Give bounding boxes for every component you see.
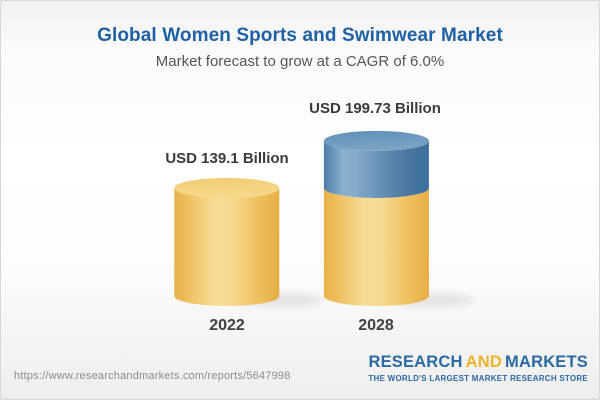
research-and-markets-logo: RESEARCH AND MARKETS THE WORLD'S LARGEST M…: [368, 353, 588, 383]
cylinder-cap-2022: [174, 177, 280, 198]
cylinder-segment-2028-yellow: [323, 187, 429, 306]
logo-word-research: RESEARCH: [368, 353, 463, 371]
logo-word-and: AND: [465, 353, 503, 371]
logo-tagline: THE WORLD'S LARGEST MARKET RESEARCH STOR…: [368, 374, 588, 383]
value-label-2028: USD 199.73 Billion: [309, 100, 441, 117]
cylinder-cap-2028: [323, 130, 429, 151]
cylinder-segment-2028-blue: [323, 140, 429, 198]
value-label-2022: USD 139.1 Billion: [165, 150, 289, 167]
report-url: https://www.researchandmarkets.com/repor…: [14, 370, 291, 382]
category-label-2022: 2022: [209, 317, 245, 334]
page-subtitle: Market forecast to grow at a CAGR of 6.0…: [155, 53, 445, 70]
logo-word-markets: MARKETS: [505, 353, 588, 371]
category-label-2028: 2028: [358, 317, 394, 334]
cylinder-segment-2022-yellow: [174, 187, 280, 306]
logo-wordmark: RESEARCH AND MARKETS: [368, 353, 588, 372]
page-title: Global Women Sports and Swimwear Market: [97, 25, 503, 46]
bars-layer: [174, 130, 474, 307]
